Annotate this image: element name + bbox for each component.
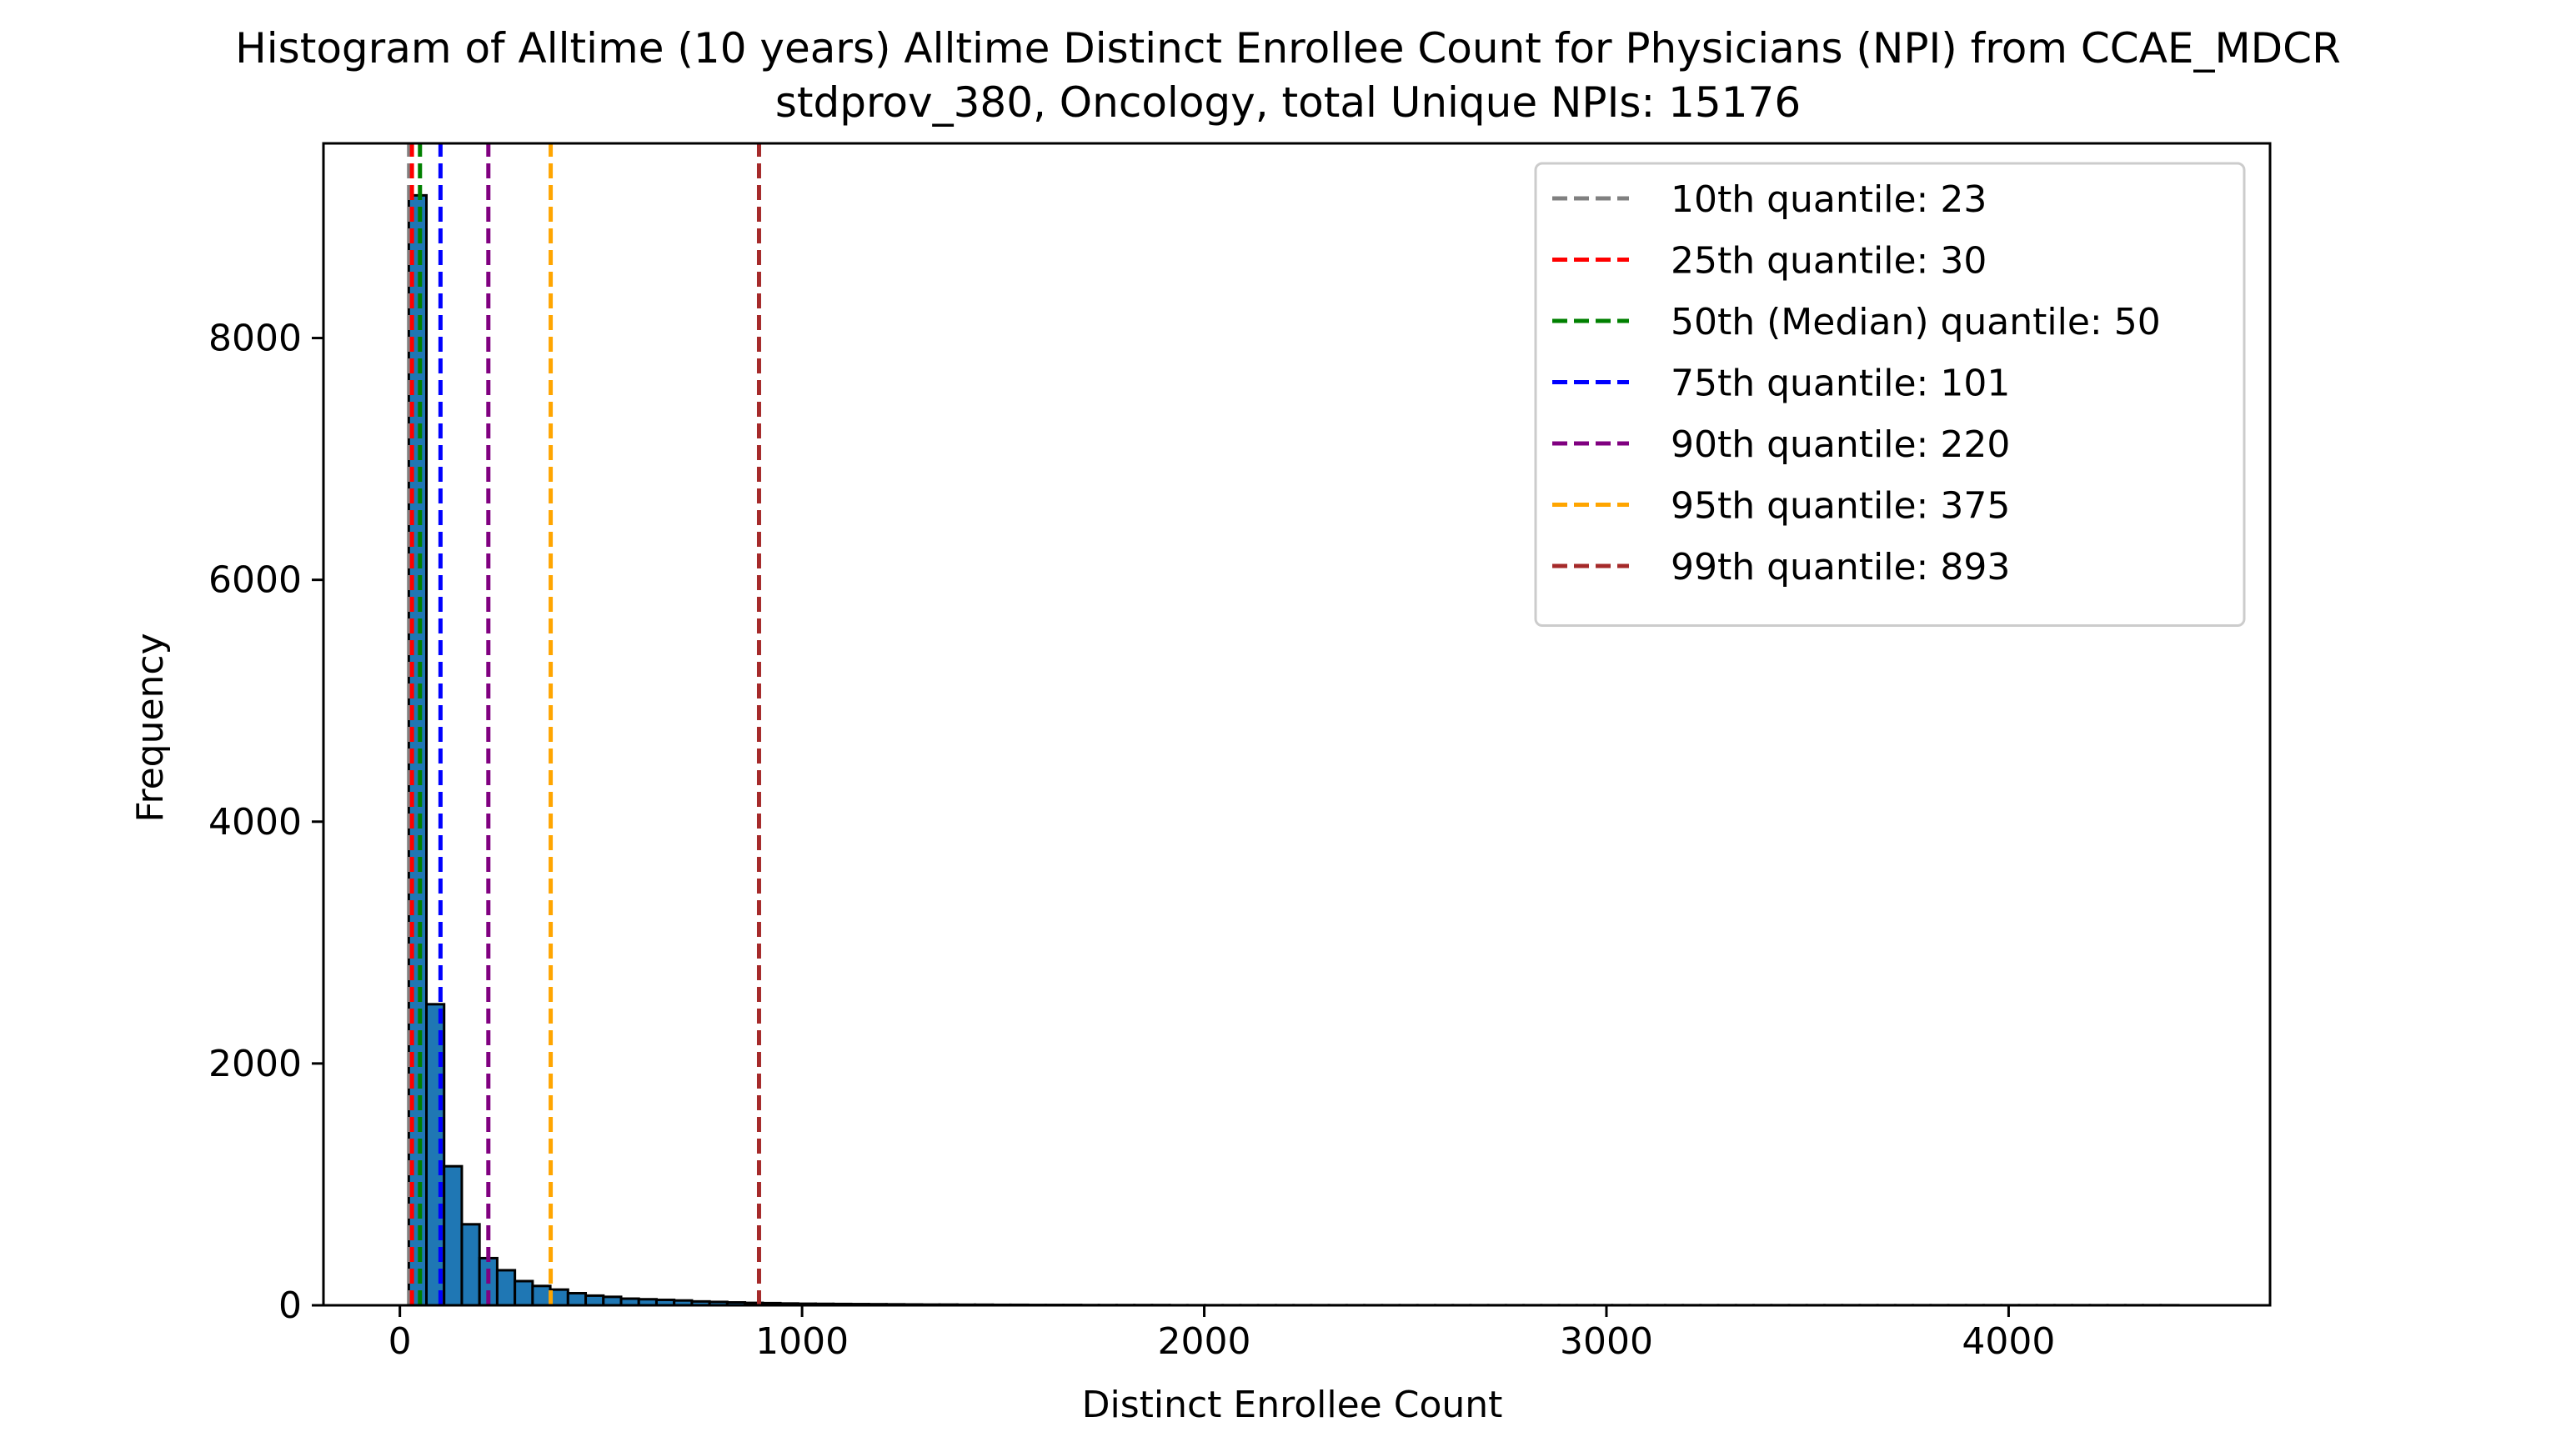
histogram-bar [604, 1297, 621, 1305]
histogram-bar [550, 1289, 568, 1305]
legend-label: 95th quantile: 375 [1671, 485, 2010, 528]
quantile-lines [409, 143, 759, 1305]
legend-label: 10th quantile: 23 [1671, 178, 1987, 221]
y-tick-label: 4000 [208, 801, 302, 844]
y-tick-label: 6000 [208, 559, 302, 602]
y-axis-label: Frequency [129, 633, 172, 822]
legend: 10th quantile: 23 25th quantile: 30 50th (… [1536, 163, 2244, 626]
histogram-bar [462, 1224, 479, 1305]
legend-label: 50th (Median) quantile: 50 [1671, 301, 2161, 343]
legend-label: 25th quantile: 30 [1671, 240, 1987, 283]
x-axis-label: Distinct Enrollee Count [1082, 1384, 1503, 1426]
x-tick-label: 1000 [755, 1320, 849, 1363]
histogram-bar [533, 1286, 550, 1305]
chart-title: Histogram of Alltime (10 years) Alltime … [235, 24, 2341, 73]
legend-label: 99th quantile: 893 [1671, 546, 2010, 588]
y-tick-label: 0 [278, 1284, 302, 1327]
chart-subtitle: stdprov_380, Oncology, total Unique NPIs… [775, 78, 1801, 127]
x-tick-label: 4000 [1962, 1320, 2055, 1363]
x-tick-label: 0 [388, 1320, 412, 1363]
legend-label: 75th quantile: 101 [1671, 363, 2010, 405]
histogram-bar [568, 1293, 585, 1305]
histogram-bar [444, 1166, 462, 1305]
legend-label: 90th quantile: 220 [1671, 423, 2010, 466]
x-tick-label: 3000 [1560, 1320, 1653, 1363]
histogram-bar [586, 1295, 604, 1305]
histogram-bar [515, 1281, 533, 1305]
x-tick-label: 2000 [1158, 1320, 1251, 1363]
histogram-bar [497, 1270, 514, 1305]
y-tick-label: 2000 [208, 1043, 302, 1085]
y-tick-label: 8000 [208, 318, 302, 360]
